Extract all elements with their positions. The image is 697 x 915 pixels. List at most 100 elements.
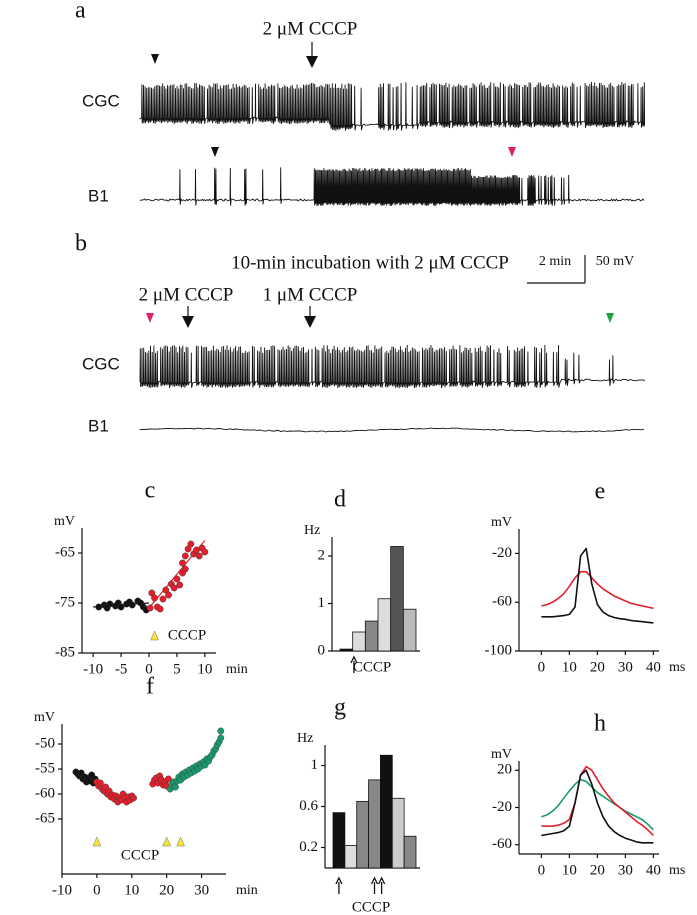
x-axis-label: ms: [669, 863, 685, 878]
x-tick-label: 20: [590, 659, 605, 675]
bar: [377, 598, 392, 652]
point: [217, 727, 225, 735]
point: [176, 581, 184, 589]
x-tick-label: 0: [538, 862, 546, 878]
drug-label: 1 μM CCCP: [263, 284, 358, 305]
annotation: CCCP: [352, 899, 390, 915]
y-tick-label: -20: [492, 545, 512, 561]
y-tick-label: 20: [497, 762, 512, 778]
bar: [356, 800, 369, 869]
y-tick-label: -60: [35, 785, 55, 801]
bar: [352, 631, 366, 652]
point: [179, 559, 186, 567]
trace-label: B1: [88, 416, 109, 435]
point: [159, 595, 167, 603]
drug-arrow: [350, 655, 358, 673]
bar: [391, 797, 405, 869]
scale-bar: [527, 255, 586, 284]
trace-line: [541, 547, 654, 624]
x-axis-label: ms: [669, 660, 685, 675]
x-tick-label: 20: [159, 882, 174, 898]
point: [117, 603, 125, 611]
x-tick-label: 30: [618, 862, 633, 878]
trace: [139, 344, 646, 389]
annotation: CCCP: [168, 627, 206, 643]
y-tick-label: -75: [55, 594, 75, 610]
drug-arrow: [378, 876, 386, 894]
x-tick-label: 10: [562, 862, 577, 878]
point: [156, 605, 164, 613]
bar: [364, 620, 379, 652]
arrows: [182, 42, 318, 328]
trace-line: [541, 778, 654, 831]
bar: [339, 648, 354, 652]
panel-label: g: [334, 695, 346, 721]
y-axis-label: mV: [491, 747, 512, 762]
drug-marker: [150, 630, 159, 641]
x-tick-label: 0: [93, 882, 101, 898]
y-axis-label: mV: [54, 514, 75, 529]
point: [151, 594, 158, 602]
panel-label: h: [594, 711, 606, 737]
point: [130, 794, 137, 802]
x-tick-label: -5: [115, 661, 128, 677]
point: [170, 584, 178, 592]
drug-marker: [176, 836, 186, 847]
x-tick-label: -10: [52, 882, 72, 898]
x-tick-label: 5: [173, 661, 181, 677]
panel-label: b: [75, 231, 87, 257]
x-tick-label: 10: [197, 661, 212, 677]
y-tick-label: 0: [318, 642, 326, 658]
x-tick-label: 10: [562, 659, 577, 675]
drug-marker: [92, 836, 102, 847]
x-tick-label: 0: [145, 661, 153, 677]
bar: [332, 812, 346, 869]
y-axis-label: Hz: [297, 731, 313, 746]
y-tick-label: -50: [35, 735, 55, 751]
trace-line: [541, 765, 654, 836]
traces: [139, 81, 646, 433]
bar: [380, 754, 393, 869]
point: [181, 565, 189, 573]
point: [146, 604, 154, 612]
panel-label: c: [145, 478, 156, 504]
point: [173, 575, 181, 583]
y-tick-label: -60: [492, 594, 512, 610]
y-tick-label: -55: [35, 760, 55, 776]
x-tick-label: 10: [124, 882, 139, 898]
bar: [368, 779, 381, 869]
x-tick-label: 30: [194, 882, 209, 898]
drug-arrow: [335, 876, 343, 894]
trace-label: B1: [88, 186, 109, 205]
drug-label: 2 μM CCCP: [263, 18, 358, 39]
x-tick-label: 0: [538, 659, 546, 675]
drug-arrow: [370, 876, 379, 894]
point: [195, 552, 203, 560]
y-axis-label: mV: [491, 515, 512, 530]
panel-label: f: [146, 674, 154, 700]
y-axis-label: Hz: [304, 523, 320, 538]
point: [172, 783, 179, 791]
bar: [390, 546, 404, 652]
annotation: CCCP: [121, 847, 159, 863]
point: [201, 548, 209, 556]
point: [217, 734, 225, 742]
trace: [139, 167, 645, 207]
y-tick-label: -20: [492, 799, 512, 815]
bar: [344, 845, 358, 869]
drug-marker: [162, 836, 172, 847]
panel-label: d: [334, 487, 346, 513]
panel-label: a: [75, 0, 86, 24]
x-tick-label: 40: [646, 862, 661, 878]
trace-line: [541, 570, 654, 610]
drug-label: 2 μM CCCP: [139, 284, 234, 305]
bar: [402, 608, 417, 652]
x-axis-label: min: [226, 662, 248, 677]
trace: [139, 81, 646, 131]
point: [128, 601, 136, 609]
x-axis-label: min: [236, 883, 258, 898]
scale-voltage: 50 mV: [596, 254, 635, 269]
x-tick-label: -10: [83, 661, 103, 677]
arrowheads: [146, 54, 614, 323]
y-tick-label: 0.6: [299, 798, 318, 814]
